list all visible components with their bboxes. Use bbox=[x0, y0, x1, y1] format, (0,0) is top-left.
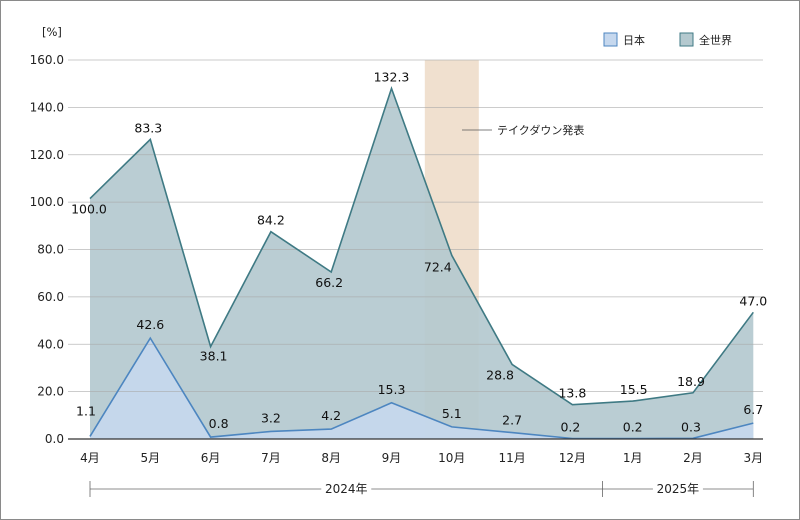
x-tick-label: 6月 bbox=[201, 451, 221, 465]
line-global bbox=[89, 85, 754, 406]
legend-swatch-global bbox=[679, 32, 694, 47]
legend-label-global: 全世界 bbox=[699, 33, 732, 47]
data-label-japan: 0.2 bbox=[623, 420, 643, 435]
data-label-japan: 2.7 bbox=[502, 413, 522, 428]
data-label-japan: 0.2 bbox=[560, 420, 580, 435]
area-global bbox=[90, 88, 754, 440]
data-label-japan: 6.7 bbox=[743, 402, 763, 417]
data-label-japan: 1.1 bbox=[76, 403, 96, 418]
data-label-global: 100.0 bbox=[71, 202, 107, 217]
y-tick-label: 40.0 bbox=[37, 337, 64, 351]
y-tick-label: 140.0 bbox=[30, 100, 64, 114]
year-label-bg bbox=[321, 480, 372, 498]
y-tick-label: 0.0 bbox=[45, 432, 64, 446]
x-tick-label: 11月 bbox=[498, 451, 525, 465]
data-label-global: 83.3 bbox=[134, 120, 162, 135]
data-label-japan: 0.3 bbox=[681, 419, 701, 434]
x-tick-label: 10月 bbox=[438, 451, 465, 465]
x-tick-label: 12月 bbox=[559, 451, 586, 465]
x-tick-label: 5月 bbox=[140, 451, 160, 465]
data-label-global: 132.3 bbox=[374, 69, 410, 84]
data-label-japan: 3.2 bbox=[261, 410, 281, 425]
y-tick-label: 100.0 bbox=[30, 195, 64, 209]
year-label: 2024年 bbox=[325, 482, 368, 496]
data-label-global: 28.8 bbox=[486, 367, 514, 382]
y-tick-label: 20.0 bbox=[37, 385, 64, 399]
x-tick-label: 3月 bbox=[743, 451, 763, 465]
data-label-global: 84.2 bbox=[257, 213, 285, 228]
data-label-global: 47.0 bbox=[739, 293, 767, 308]
data-label-global: 15.5 bbox=[620, 382, 648, 397]
data-label-japan: 0.8 bbox=[209, 416, 229, 431]
legend-swatch-japan bbox=[603, 32, 618, 47]
y-tick-label: 120.0 bbox=[30, 148, 64, 162]
data-label-global: 13.8 bbox=[558, 386, 586, 401]
data-label-global: 72.4 bbox=[424, 259, 452, 274]
data-label-japan: 42.6 bbox=[136, 317, 164, 332]
x-tick-label: 9月 bbox=[382, 451, 402, 465]
y-tick-label: 60.0 bbox=[37, 290, 64, 304]
y-tick-label: 80.0 bbox=[37, 243, 64, 257]
year-label: 2025年 bbox=[657, 482, 700, 496]
x-tick-label: 1月 bbox=[623, 451, 643, 465]
x-tick-label: 8月 bbox=[321, 451, 341, 465]
data-label-japan: 5.1 bbox=[442, 406, 462, 421]
data-label-global: 66.2 bbox=[315, 275, 343, 290]
data-label-japan: 15.3 bbox=[378, 382, 406, 397]
data-label-japan: 4.2 bbox=[321, 408, 341, 423]
legend-label-japan: 日本 bbox=[623, 33, 645, 47]
x-tick-label: 4月 bbox=[80, 451, 100, 465]
y-unit-label: [%] bbox=[42, 25, 62, 39]
year-label-bg bbox=[652, 480, 703, 498]
y-tick-label: 160.0 bbox=[30, 53, 64, 67]
data-label-global: 18.9 bbox=[677, 374, 705, 389]
x-tick-label: 2月 bbox=[683, 451, 703, 465]
x-tick-label: 7月 bbox=[261, 451, 281, 465]
annotation-label: テイクダウン発表 bbox=[497, 123, 584, 137]
data-label-global: 38.1 bbox=[200, 349, 228, 364]
